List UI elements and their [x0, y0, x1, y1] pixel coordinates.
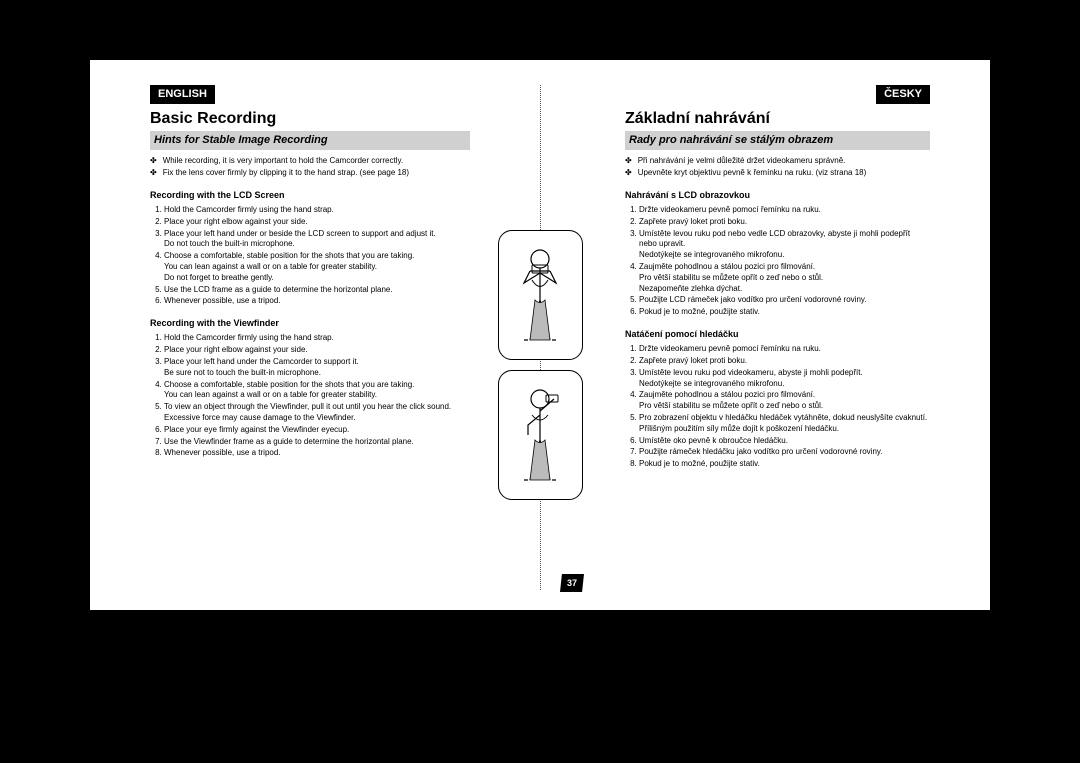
- page-number: 37: [560, 574, 584, 592]
- step: Zaujměte pohodlnou a stálou pozici pro f…: [639, 262, 930, 294]
- step: Umístěte levou ruku pod videokameru, aby…: [639, 368, 930, 390]
- section-head: Nahrávání s LCD obrazovkou: [625, 189, 930, 201]
- step: To view an object through the Viewfinder…: [164, 402, 470, 424]
- step: Umístěte oko pevně k obroučce hledáčku.: [639, 436, 930, 447]
- intro-text: Při nahrávání je velmi důležité držet vi…: [638, 156, 846, 167]
- step-list: Hold the Camcorder firmly using the hand…: [150, 205, 470, 307]
- intro-text: Fix the lens cover firmly by clipping it…: [163, 168, 409, 179]
- subtitle-en: Hints for Stable Image Recording: [150, 131, 470, 150]
- title-en: Basic Recording: [150, 108, 470, 130]
- step: Choose a comfortable, stable position fo…: [164, 251, 470, 283]
- intro-bullet: ✤Při nahrávání je velmi důležité držet v…: [625, 156, 930, 167]
- step: Hold the Camcorder firmly using the hand…: [164, 205, 470, 216]
- step: Zaujměte pohodlnou a stálou pozici pro f…: [639, 390, 930, 412]
- step: Držte videokameru pevně pomocí řemínku n…: [639, 205, 930, 216]
- step: Choose a comfortable, stable position fo…: [164, 380, 470, 402]
- step: Place your left hand under or beside the…: [164, 229, 470, 251]
- step: Použijte LCD rámeček jako vodítko pro ur…: [639, 295, 930, 306]
- step: Zapřete pravý loket proti boku.: [639, 217, 930, 228]
- lang-badge-cs: ČESKY: [876, 85, 930, 104]
- step: Place your right elbow against your side…: [164, 217, 470, 228]
- figure-viewfinder-pose: [498, 370, 583, 500]
- step: Použijte rámeček hledáčku jako vodítko p…: [639, 447, 930, 458]
- section-head: Recording with the Viewfinder: [150, 317, 470, 329]
- step: Use the LCD frame as a guide to determin…: [164, 285, 470, 296]
- step: Držte videokameru pevně pomocí řemínku n…: [639, 344, 930, 355]
- step: Hold the Camcorder firmly using the hand…: [164, 333, 470, 344]
- step: Pokud je to možné, použijte stativ.: [639, 307, 930, 318]
- step: Zapřete pravý loket proti boku.: [639, 356, 930, 367]
- step: Place your right elbow against your side…: [164, 345, 470, 356]
- section-head: Recording with the LCD Screen: [150, 189, 470, 201]
- step-list: Držte videokameru pevně pomocí řemínku n…: [625, 205, 930, 318]
- person-viewfinder-icon: [510, 385, 570, 485]
- intro-bullet: ✤Fix the lens cover firmly by clipping i…: [150, 168, 470, 179]
- intro-text: While recording, it is very important to…: [163, 156, 403, 167]
- left-column: ENGLISH Basic Recording Hints for Stable…: [120, 85, 540, 590]
- person-lcd-icon: [510, 245, 570, 345]
- intro-bullet: ✤Upevněte kryt objektivu pevně k řemínku…: [625, 168, 930, 179]
- step-list: Hold the Camcorder firmly using the hand…: [150, 333, 470, 459]
- manual-page: ENGLISH Basic Recording Hints for Stable…: [90, 60, 990, 610]
- step: Whenever possible, use a tripod.: [164, 296, 470, 307]
- figure-lcd-pose: [498, 230, 583, 360]
- title-cs: Základní nahrávání: [625, 108, 930, 130]
- step: Place your left hand under the Camcorder…: [164, 357, 470, 379]
- intro-text: Upevněte kryt objektivu pevně k řemínku …: [638, 168, 867, 179]
- intro-bullet: ✤While recording, it is very important t…: [150, 156, 470, 167]
- step: Place your eye firmly against the Viewfi…: [164, 425, 470, 436]
- step-list: Držte videokameru pevně pomocí řemínku n…: [625, 344, 930, 470]
- step: Whenever possible, use a tripod.: [164, 448, 470, 459]
- step: Pro zobrazení objektu v hledáčku hledáče…: [639, 413, 930, 435]
- subtitle-cs: Rady pro nahrávání se stálým obrazem: [625, 131, 930, 150]
- step: Use the Viewfinder frame as a guide to d…: [164, 437, 470, 448]
- section-head: Natáčení pomocí hledáčku: [625, 328, 930, 340]
- step: Umístěte levou ruku pod nebo vedle LCD o…: [639, 229, 930, 261]
- right-column: ČESKY Základní nahrávání Rady pro nahráv…: [540, 85, 960, 590]
- center-figures: [485, 230, 595, 500]
- lang-badge-en: ENGLISH: [150, 85, 215, 104]
- step: Pokud je to možné, použijte stativ.: [639, 459, 930, 470]
